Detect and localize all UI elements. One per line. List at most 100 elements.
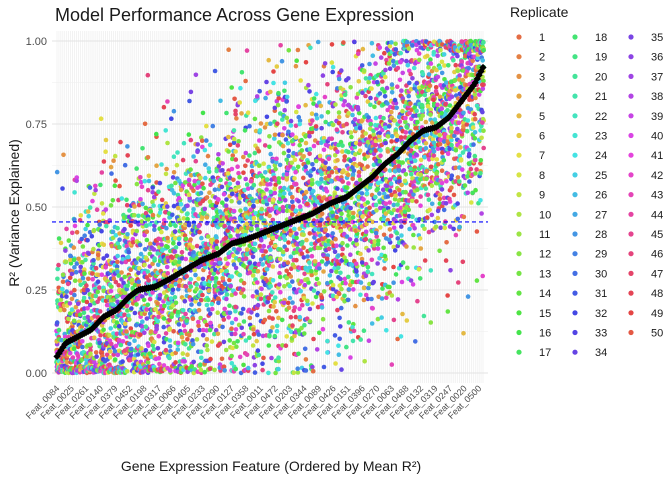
replicate-point (396, 168, 402, 173)
replicate-point (176, 195, 182, 201)
replicate-point (239, 325, 244, 331)
replicate-point (290, 194, 295, 200)
replicate-point (410, 176, 415, 181)
replicate-point (352, 117, 358, 122)
replicate-point (356, 173, 362, 179)
replicate-point (156, 189, 161, 195)
replicate-point (302, 322, 307, 328)
replicate-point (371, 242, 377, 248)
replicate-point (59, 337, 64, 343)
replicate-point (338, 228, 344, 234)
replicate-point (117, 183, 122, 189)
replicate-point (233, 108, 238, 114)
replicate-point (399, 88, 404, 93)
replicate-point (140, 146, 145, 151)
replicate-point (368, 102, 373, 108)
replicate-point (191, 188, 196, 193)
replicate-point (416, 267, 422, 272)
replicate-point (92, 359, 97, 365)
replicate-point (369, 321, 375, 326)
replicate-point (237, 247, 242, 252)
replicate-point (176, 322, 182, 327)
replicate-point (342, 92, 348, 97)
replicate-point (400, 311, 405, 317)
replicate-point (150, 212, 156, 218)
replicate-point (204, 215, 210, 220)
replicate-point (77, 278, 83, 284)
replicate-point (359, 191, 365, 196)
replicate-point (408, 71, 413, 77)
replicate-point (82, 306, 87, 311)
replicate-point (404, 124, 409, 129)
replicate-point (354, 95, 360, 100)
replicate-point (229, 166, 235, 172)
replicate-point (344, 121, 350, 127)
replicate-point (299, 137, 304, 143)
replicate-point (132, 338, 137, 344)
replicate-point (290, 300, 295, 305)
replicate-point (307, 260, 312, 266)
replicate-point (312, 259, 318, 264)
replicate-point (395, 297, 401, 302)
replicate-point (277, 270, 282, 276)
replicate-point (303, 357, 309, 362)
replicate-point (180, 351, 186, 356)
replicate-point (223, 235, 228, 241)
replicate-point (342, 276, 348, 282)
replicate-point (173, 235, 178, 241)
replicate-point (383, 125, 388, 131)
replicate-point (58, 307, 63, 313)
replicate-point (80, 344, 85, 350)
replicate-point (247, 123, 252, 129)
replicate-point (435, 53, 440, 58)
replicate-point (389, 82, 395, 87)
replicate-point (329, 60, 335, 65)
replicate-point (387, 66, 393, 71)
replicate-point (396, 187, 402, 193)
replicate-point (237, 272, 243, 278)
replicate-point (389, 192, 394, 198)
replicate-point (371, 128, 376, 133)
replicate-point (239, 217, 244, 223)
replicate-point (284, 247, 290, 253)
replicate-point (281, 150, 287, 156)
replicate-point (353, 261, 359, 267)
replicate-point (91, 258, 96, 263)
replicate-point (221, 364, 227, 370)
replicate-point (280, 143, 286, 149)
replicate-point (390, 85, 395, 91)
replicate-point (262, 271, 268, 277)
replicate-point (371, 132, 376, 137)
replicate-point (185, 211, 190, 216)
replicate-point (320, 196, 326, 201)
replicate-point (179, 249, 185, 255)
replicate-point (224, 296, 229, 302)
replicate-point (405, 265, 410, 271)
replicate-point (295, 47, 301, 53)
replicate-point (84, 283, 89, 288)
replicate-point (311, 336, 316, 342)
replicate-point (314, 115, 320, 121)
replicate-point (212, 187, 218, 192)
replicate-point (382, 89, 387, 94)
replicate-point (392, 189, 398, 195)
replicate-point (417, 57, 422, 63)
replicate-point (350, 279, 356, 285)
replicate-point (251, 331, 257, 337)
replicate-point (103, 265, 108, 270)
replicate-point (361, 68, 367, 73)
replicate-point (217, 209, 223, 214)
replicate-point (303, 195, 308, 200)
replicate-point (56, 327, 62, 333)
replicate-point (351, 210, 356, 216)
replicate-point (146, 173, 152, 179)
replicate-point (305, 277, 310, 282)
replicate-point (338, 324, 343, 329)
replicate-point (173, 180, 178, 186)
replicate-point (227, 142, 233, 148)
replicate-point (98, 332, 103, 338)
replicate-point (208, 320, 213, 326)
replicate-point (97, 343, 102, 349)
replicate-point (309, 177, 315, 183)
replicate-point (146, 343, 151, 349)
